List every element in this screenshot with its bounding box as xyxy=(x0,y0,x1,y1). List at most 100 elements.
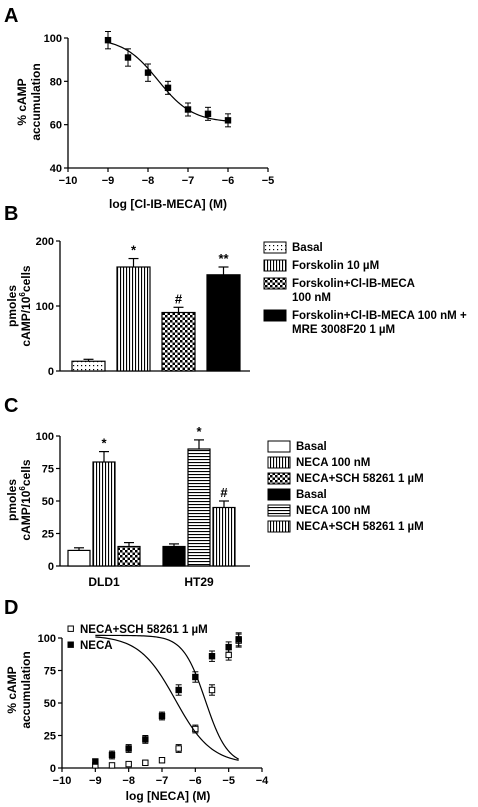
panel-c-legend: Basal NECA 100 nM NECA+SCH 58261 1 µM Basal… xyxy=(267,440,424,533)
panel-letter-b: B xyxy=(4,203,18,225)
panel-b-legend-swatch xyxy=(263,259,287,272)
panel-d-data-point xyxy=(208,686,216,694)
panel-letter-c: C xyxy=(4,395,18,417)
panel-a-ylabel: % cAMP accumulation xyxy=(15,63,43,140)
panel-c-bar xyxy=(117,545,141,567)
panel-b-bar xyxy=(116,266,151,372)
panel-d-x-tick-label: −4 xyxy=(256,775,269,787)
panel-b-legend-label: MRE 3008F20 1 µM xyxy=(292,324,395,336)
panel-a-data-point xyxy=(204,110,212,118)
panel-d-y-tick-label: 0 xyxy=(50,763,56,775)
panel-b-legend-swatch xyxy=(263,277,287,290)
panel-d-data-point xyxy=(125,760,132,768)
panel-b-bar xyxy=(161,311,196,372)
panel-d-data-point xyxy=(175,686,182,694)
panel-a-ylabel-line1: % cAMP xyxy=(15,78,29,125)
panel-d-data-point xyxy=(108,762,116,769)
panel-d-data-point xyxy=(142,759,149,766)
panel-b-bar xyxy=(71,360,106,372)
panel-c-legend-swatch xyxy=(267,520,291,533)
panel-a-data-point xyxy=(224,117,232,124)
panel-d-legend-label: NECA xyxy=(80,640,113,652)
panel-c-legend-label: NECA 100 nM xyxy=(296,457,370,469)
panel-a-plot: 40 60 80 100 −10 −9 −8 −7 −6 −5 xyxy=(44,31,275,187)
panel-d-fit-curve xyxy=(95,634,239,760)
panel-d-data-point xyxy=(142,736,149,743)
panel-c-ylabel-line1: pmoles xyxy=(5,479,19,521)
panel-c-legend-swatch xyxy=(267,488,291,501)
panel-a-xlabel: log [Cl-IB-MECA] (M) xyxy=(109,197,227,211)
panel-c-bar xyxy=(162,545,186,567)
panel-c-legend-swatch xyxy=(267,472,291,485)
panel-b-ylabel-line1: pmoles xyxy=(5,285,19,327)
panel-b-y-tick-label: 0 xyxy=(48,366,54,378)
panel-c-bar xyxy=(92,461,116,567)
panel-b-plot: 0 100 200 * # ** xyxy=(36,236,250,378)
panel-d-data-point xyxy=(225,643,232,651)
panel-c-legend-label: NECA+SCH 58261 1 µM xyxy=(296,521,424,533)
panel-c-y-tick-label: 75 xyxy=(42,464,54,476)
panel-d-data-point xyxy=(92,758,99,765)
panel-a-data-point xyxy=(104,36,112,44)
panel-b-legend-label: Forskolin 10 µM xyxy=(292,260,379,272)
panel-a-data-point xyxy=(144,69,152,76)
panel-c-category-label: DLD1 xyxy=(88,575,120,589)
panel-a-ylabel-line2: accumulation xyxy=(29,63,43,140)
panel-d-x-tick-label: −10 xyxy=(53,775,72,787)
panel-c-ylabel: pmoles cAMP/106cells xyxy=(5,459,33,541)
panel-a-data-point xyxy=(184,106,192,113)
panel-d-ylabel: % cAMP accumulation xyxy=(5,651,33,728)
panel-d-data-point xyxy=(208,653,216,660)
panel-a-data-point xyxy=(124,54,132,61)
panel-a-x-tick-label: −5 xyxy=(262,175,275,187)
panel-b-legend-label: Forskolin+Cl-IB-MECA 100 nM + xyxy=(292,310,467,322)
panel-c-legend-label: Basal xyxy=(296,441,327,453)
panel-c-y-tick-label: 50 xyxy=(42,496,54,508)
panel-b-legend-label: Basal xyxy=(292,242,323,254)
panel-d-legend-marker xyxy=(67,641,74,648)
panel-c: C pmoles cAMP/106cells 0 25 50 75 100 * DLD1 * #… xyxy=(4,395,424,589)
panel-letter-a: A xyxy=(4,5,18,27)
panel-d-x-tick-label: −9 xyxy=(89,775,102,787)
panel-b-significance-label: * xyxy=(131,243,137,258)
panel-c-category-label: HT29 xyxy=(184,575,214,589)
panel-b-legend-swatch xyxy=(263,309,287,322)
panel-d-fit-curve xyxy=(95,636,239,761)
panel-d-data-point xyxy=(235,636,242,643)
panel-b-bar xyxy=(206,274,241,372)
panel-a: A % cAMP accumulation 40 60 80 100 −10 −9 −8 −7… xyxy=(4,5,274,211)
panel-d-x-tick-label: −8 xyxy=(122,775,135,787)
panel-d-ylabel-line1: % cAMP xyxy=(5,666,19,713)
panel-c-legend-label: Basal xyxy=(296,489,327,501)
panel-c-plot: 0 25 50 75 100 * DLD1 * # HT29 xyxy=(36,424,250,589)
panel-d-y-tick-label: 75 xyxy=(44,666,56,678)
panel-c-y-tick-label: 100 xyxy=(36,431,54,443)
panel-d-data-point xyxy=(108,751,116,759)
panel-b: B pmoles cAMP/106cells 0 100 200 * # ** Basal… xyxy=(4,203,467,378)
panel-a-x-tick-label: −7 xyxy=(182,175,195,187)
panel-c-bar xyxy=(212,506,236,567)
panel-b-y-tick-label: 200 xyxy=(36,236,54,248)
panel-a-y-tick-label: 80 xyxy=(50,76,62,88)
panel-d-ylabel-line2: accumulation xyxy=(19,651,33,728)
panel-c-ylabel-line2: cAMP/106cells xyxy=(18,459,33,541)
panel-b-ylabel: pmoles cAMP/106cells xyxy=(5,265,33,347)
panel-c-bar xyxy=(67,549,91,567)
panel-a-x-tick-label: −10 xyxy=(59,175,78,187)
panel-b-legend-label: Forskolin+Cl-IB-MECA xyxy=(292,278,415,290)
panel-d-xlabel: log [NECA] (M) xyxy=(126,789,211,803)
panel-c-legend-swatch xyxy=(267,504,291,517)
panel-d-data-point xyxy=(158,757,166,764)
panel-d-y-tick-label: 25 xyxy=(44,731,56,743)
panel-d-data-point xyxy=(125,745,132,752)
panel-a-y-tick-label: 60 xyxy=(50,120,62,132)
panel-d-x-tick-label: −7 xyxy=(156,775,169,787)
panel-d-plot: 0 25 50 75 100 −10 −9 −8 −7 −6 −5 −4 NECA+SCH 58261 … xyxy=(38,624,270,787)
panel-c-y-tick-label: 0 xyxy=(48,561,54,573)
panel-b-legend-label: 100 nM xyxy=(292,292,331,304)
panel-c-y-tick-label: 25 xyxy=(42,529,54,541)
panel-d-data-point xyxy=(158,712,166,720)
panel-a-x-tick-label: −9 xyxy=(102,175,115,187)
panel-c-legend-swatch xyxy=(267,456,291,469)
panel-d-legend-label: NECA+SCH 58261 1 µM xyxy=(80,624,208,636)
